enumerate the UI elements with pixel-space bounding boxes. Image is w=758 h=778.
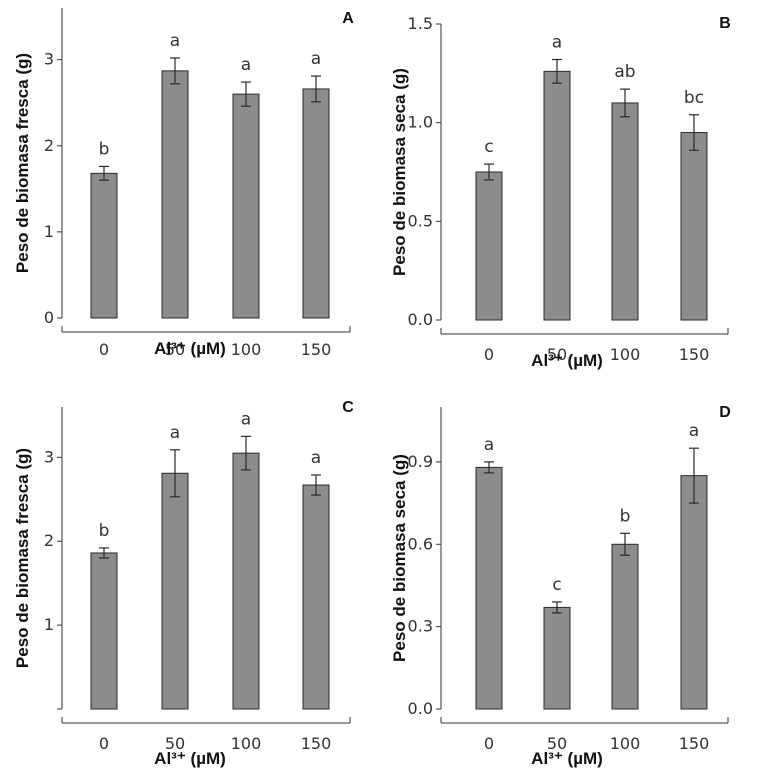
panel-d: 0.0 0.3 0.6 0.9 a 0 c 50 b 100 a 150 Al³⁺ (µM) Peso d… (379, 389, 758, 778)
y-tick-label: 0.6 (408, 534, 433, 553)
significance-label: b (99, 521, 110, 541)
significance-label: b (620, 506, 631, 526)
x-tick-label: 0 (99, 734, 109, 753)
y-axis-title: Peso de biomasa seca (g) (390, 454, 409, 662)
x-tick-label: 150 (301, 734, 332, 753)
y-tick-label: 0.0 (408, 310, 433, 329)
bar (475, 171, 503, 321)
panel-c: 1 2 3 b 0 a 50 a 100 a 150 Al³⁺ (µM) Peso de biomasa… (0, 389, 379, 778)
y-axis-title: Peso de biomasa seca (g) (390, 68, 409, 276)
bar (90, 172, 118, 319)
x-tick-label: 0 (484, 734, 494, 753)
bar (90, 552, 118, 710)
significance-label: c (484, 137, 493, 157)
y-tick-label: 2 (44, 136, 54, 155)
x-tick-label: 0 (99, 340, 109, 359)
bar (543, 606, 571, 710)
x-axis-title: Al³⁺ (µM) (154, 339, 226, 358)
bar (680, 132, 708, 321)
bar (232, 452, 260, 710)
x-tick-label: 50 (547, 734, 567, 753)
x-tick-label: 100 (610, 734, 641, 753)
bar (680, 475, 708, 710)
y-tick-label: 1 (44, 615, 54, 634)
significance-label: a (241, 55, 251, 75)
x-tick-label: 100 (231, 340, 262, 359)
significance-label: a (311, 448, 321, 468)
significance-label: a (311, 49, 321, 69)
panel-letter: B (719, 15, 731, 32)
panel-letter: C (342, 399, 354, 416)
bar (302, 484, 330, 710)
x-tick-label: 50 (547, 345, 567, 364)
y-tick-label: 1 (44, 222, 54, 241)
x-tick-label: 50 (165, 340, 185, 359)
y-axis-title: Peso de biomasa fresca (g) (13, 448, 32, 668)
panel-c-chart: 1 2 3 b 0 a 50 a 100 a 150 Al³⁺ (µM) Peso de biomasa… (13, 399, 354, 768)
y-tick-label: 3 (44, 447, 54, 466)
significance-label: a (689, 421, 699, 441)
bar (161, 472, 189, 710)
y-tick-label: 1.5 (408, 14, 433, 33)
panel-a: 0 1 2 3 b 0 a 50 a 100 a 150 Al³⁺ (µM) Peso de biomas… (0, 0, 379, 389)
y-tick-label: 2 (44, 531, 54, 550)
significance-label: a (484, 435, 494, 455)
y-tick-label: 0.3 (408, 617, 433, 636)
y-tick-label: 0 (44, 308, 54, 327)
y-tick-label: 0.9 (408, 452, 433, 471)
bar (611, 102, 639, 321)
x-tick-label: 50 (165, 734, 185, 753)
x-tick-label: 150 (679, 734, 710, 753)
panel-d-chart: 0.0 0.3 0.6 0.9 a 0 c 50 b 100 a 150 Al³⁺ (µM) Peso d… (390, 404, 731, 768)
y-tick-label: 3 (44, 50, 54, 69)
panel-letter: D (719, 404, 731, 421)
x-tick-label: 100 (231, 734, 262, 753)
bar (475, 466, 503, 710)
significance-label: bc (684, 88, 704, 108)
significance-label: a (170, 423, 180, 443)
x-tick-label: 150 (679, 345, 710, 364)
panel-a-chart: 0 1 2 3 b 0 a 50 a 100 a 150 Al³⁺ (µM) Peso de biomas… (13, 8, 354, 359)
panel-letter: A (342, 10, 354, 27)
significance-label: a (170, 31, 180, 51)
x-tick-label: 0 (484, 345, 494, 364)
bar (302, 88, 330, 319)
panel-b: 0.0 0.5 1.0 1.5 c 0 a 50 ab 100 bc 150 Al³⁺ (µM) Peso… (379, 0, 758, 389)
x-axis-title: Al³⁺ (µM) (531, 749, 603, 768)
bar (543, 70, 571, 321)
x-axis-title: Al³⁺ (µM) (154, 749, 226, 768)
significance-label: a (552, 33, 562, 53)
significance-label: c (552, 575, 561, 595)
bar (611, 543, 639, 710)
y-tick-label: 1.0 (408, 113, 433, 132)
x-tick-label: 150 (301, 340, 332, 359)
bar (232, 93, 260, 319)
significance-label: ab (614, 62, 635, 82)
y-tick-label: 0.0 (408, 699, 433, 718)
panel-b-chart: 0.0 0.5 1.0 1.5 c 0 a 50 ab 100 bc 150 Al³⁺ (µM) Peso… (390, 14, 731, 370)
bar (161, 70, 189, 319)
y-axis-title: Peso de biomasa fresca (g) (13, 53, 32, 273)
significance-label: a (241, 409, 251, 429)
significance-label: b (99, 139, 110, 159)
x-tick-label: 100 (610, 345, 641, 364)
y-tick-label: 0.5 (408, 211, 433, 230)
x-axis-title: Al³⁺ (µM) (531, 351, 603, 370)
